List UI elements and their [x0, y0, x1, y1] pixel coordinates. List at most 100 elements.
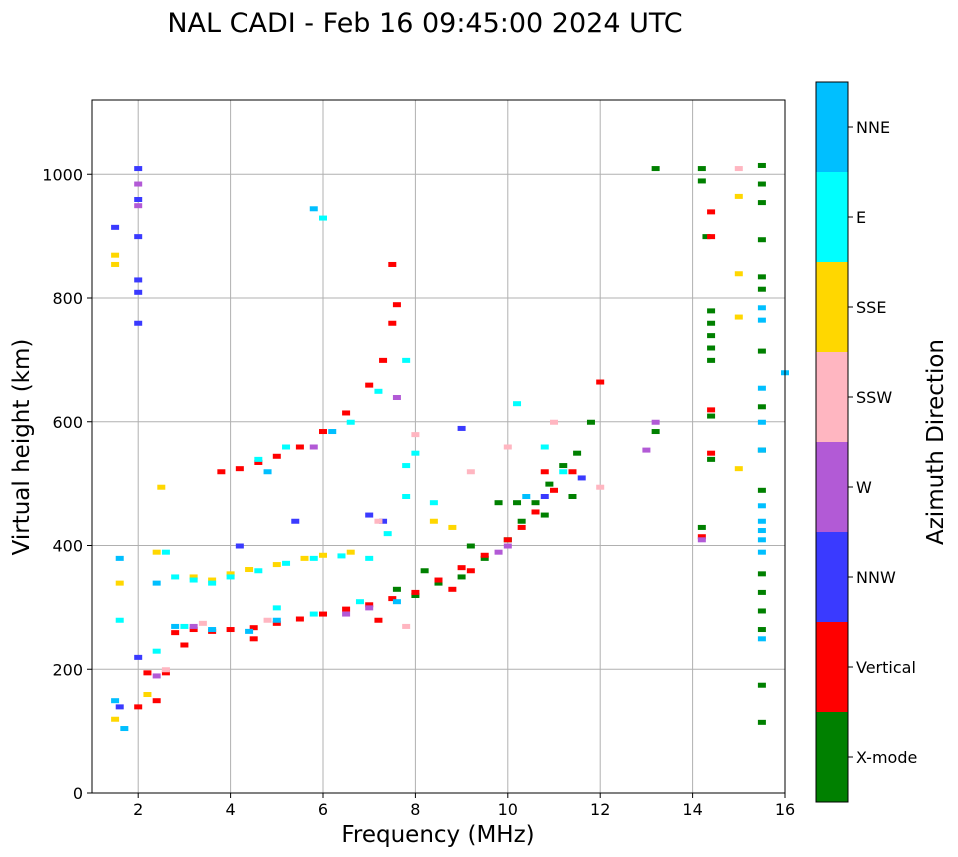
point-vertical	[707, 450, 716, 456]
point-vertical	[531, 509, 540, 515]
colorbar-segment	[816, 352, 848, 442]
point-vertical	[434, 577, 443, 583]
x-tick-label: 16	[775, 800, 795, 819]
point-nnw	[291, 518, 300, 524]
point-w	[189, 623, 198, 629]
point-nne	[152, 580, 161, 586]
point-nnw	[134, 166, 143, 172]
point-sse	[734, 314, 743, 320]
point-sse	[208, 577, 217, 583]
point-vertical	[466, 568, 475, 574]
colorbar-tick-label: W	[856, 478, 872, 497]
point-vertical	[143, 670, 152, 676]
point-vertical	[379, 357, 388, 363]
point-w	[134, 203, 143, 209]
colorbar-segment	[816, 532, 848, 622]
point-nnw	[235, 543, 244, 549]
y-axis-label: Virtual height (km)	[9, 339, 35, 556]
colorbar-segment	[816, 712, 848, 802]
point-x-mode	[411, 593, 420, 598]
point-x-mode	[559, 463, 568, 469]
point-w	[365, 605, 374, 611]
point-vertical	[503, 537, 512, 543]
colorbar-segment	[816, 82, 848, 172]
point-ssw	[374, 518, 383, 524]
point-e	[402, 463, 411, 469]
point-vertical	[392, 302, 401, 308]
point-nne	[757, 503, 766, 509]
y-tick-label: 0	[73, 784, 83, 803]
point-w	[503, 543, 512, 549]
point-nne	[392, 599, 401, 605]
point-w	[494, 549, 503, 555]
point-nnw	[540, 494, 549, 499]
point-vertical	[596, 379, 605, 385]
point-nne	[757, 317, 766, 323]
point-nnw	[577, 475, 586, 481]
point-sse	[226, 571, 235, 577]
grid-lines	[92, 100, 786, 794]
point-nnw	[134, 234, 143, 240]
point-x-mode	[707, 308, 716, 314]
point-vertical	[171, 630, 180, 636]
point-sse	[189, 574, 198, 580]
point-e	[309, 611, 318, 617]
point-e	[115, 617, 124, 623]
y-tick-label: 200	[52, 660, 83, 679]
point-x-mode	[697, 166, 706, 172]
point-e	[208, 580, 217, 586]
point-vertical	[517, 524, 526, 530]
point-x-mode	[757, 487, 766, 493]
point-x-mode	[494, 500, 503, 506]
point-nnw	[134, 289, 143, 295]
colorbar-segment	[816, 442, 848, 532]
point-vertical	[697, 534, 706, 540]
colorbar: X-mode Vertical NNW W SSW SSE E NNE	[815, 81, 917, 803]
point-sse	[245, 567, 254, 573]
point-vertical	[388, 596, 397, 602]
point-ssw	[198, 620, 207, 626]
point-x-mode	[702, 234, 711, 240]
point-e	[282, 560, 291, 566]
point-vertical	[295, 444, 304, 450]
point-x-mode	[392, 586, 401, 592]
point-x-mode	[434, 580, 443, 586]
point-x-mode	[573, 450, 582, 456]
point-vertical	[707, 209, 716, 215]
plot-frame	[91, 99, 786, 794]
point-vertical	[707, 407, 716, 413]
point-x-mode	[540, 512, 549, 518]
point-x-mode	[697, 524, 706, 530]
point-sse	[429, 518, 438, 524]
point-nne	[757, 305, 766, 311]
colorbar-label: Azimuth Direction	[923, 339, 949, 545]
point-sse	[319, 552, 327, 558]
point-vertical	[152, 698, 161, 704]
point-x-mode	[517, 518, 526, 524]
point-ssw	[402, 623, 411, 629]
point-ssw	[263, 617, 272, 623]
point-nne	[263, 469, 272, 475]
point-x-mode	[707, 456, 716, 462]
point-vertical	[568, 469, 577, 475]
point-e	[254, 568, 263, 574]
point-nne	[522, 494, 531, 499]
colorbar-segment	[816, 172, 848, 262]
point-nnw	[457, 425, 466, 431]
point-e	[161, 549, 170, 555]
point-ssw	[161, 667, 170, 673]
point-nne	[208, 627, 217, 633]
colorbar-frame	[815, 81, 849, 803]
point-vertical	[249, 625, 258, 631]
point-ssw	[596, 484, 605, 490]
point-sse	[111, 261, 120, 267]
point-nnw	[134, 654, 143, 660]
point-nne	[757, 549, 766, 555]
point-x-mode	[531, 500, 540, 506]
point-x-mode	[651, 429, 660, 435]
point-x-mode	[757, 181, 766, 187]
point-x-mode	[697, 178, 706, 184]
point-x-mode	[707, 320, 716, 326]
x-tick-label: 6	[318, 800, 328, 819]
point-w	[134, 181, 143, 187]
